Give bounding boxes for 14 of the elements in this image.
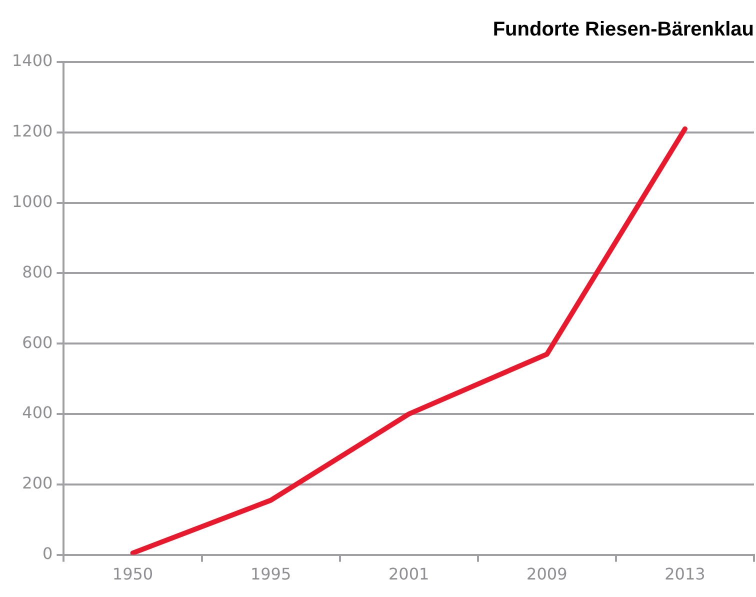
y-tick-label: 1400 xyxy=(12,51,53,70)
y-tick-label: 200 xyxy=(22,474,53,493)
x-tick-label: 2013 xyxy=(664,564,706,584)
x-tick-label: 2009 xyxy=(526,564,568,584)
y-tick-label: 0 xyxy=(42,544,53,563)
y-tick-label: 400 xyxy=(22,403,53,422)
x-tick-label: 2001 xyxy=(388,564,430,584)
y-tick-label: 1200 xyxy=(12,122,53,141)
chart-title: Fundorte Riesen-Bärenklau xyxy=(492,18,754,41)
y-tick-label: 800 xyxy=(22,262,53,282)
y-tick-label: 1000 xyxy=(12,192,53,211)
y-tick-label: 600 xyxy=(22,332,53,352)
x-tick-label: 1950 xyxy=(112,564,154,584)
x-tick-label: 1995 xyxy=(250,564,292,584)
